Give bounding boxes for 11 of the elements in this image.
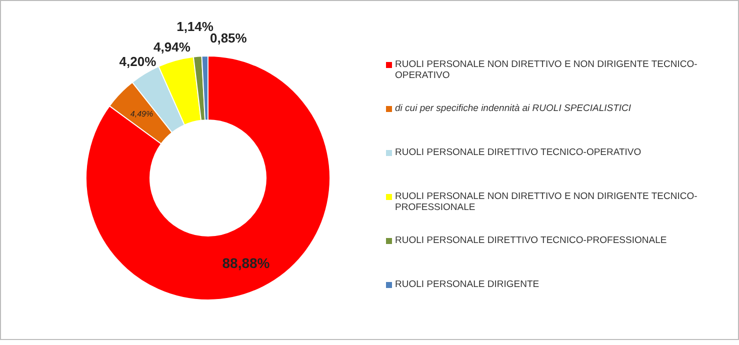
legend-label: di cui per specifiche indennità ai RUOLI SPECIALISTICI bbox=[395, 103, 632, 114]
data-label: 4,49% bbox=[130, 110, 154, 119]
legend-label: RUOLI PERSONALE DIRETTIVO TECNICO-PROFESSIONALE bbox=[395, 235, 667, 246]
legend-label: RUOLI PERSONALE DIRETTIVO TECNICO-OPERATIVO bbox=[395, 147, 642, 158]
legend-label: RUOLI PERSONALE NON DIRETTIVO E NON DIRIGENTE TECNICO-PROFESSIONALE bbox=[395, 191, 698, 213]
data-label: 4,94% bbox=[154, 39, 191, 54]
data-label: 88,88% bbox=[222, 254, 270, 271]
data-label: 4,20% bbox=[119, 54, 157, 70]
donut-slice bbox=[86, 56, 330, 300]
legend-label: RUOLI PERSONALE NON DIRETTIVO E NON DIRIGENTE TECNICO-OPERATIVO bbox=[395, 59, 698, 81]
legend-label: RUOLI PERSONALE DIRIGENTE bbox=[395, 279, 540, 290]
